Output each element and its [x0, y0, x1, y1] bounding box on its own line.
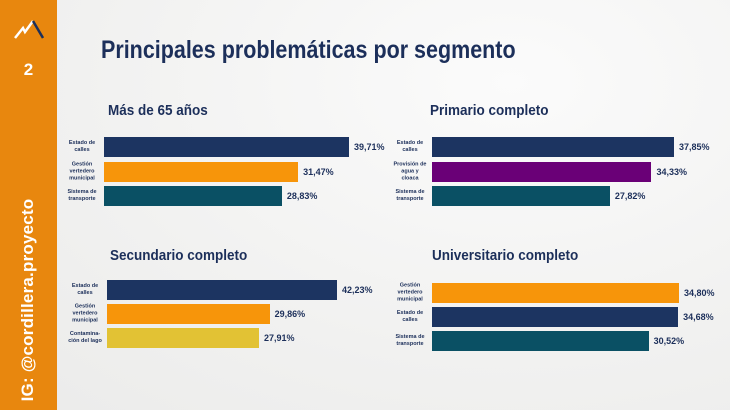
bar	[107, 328, 259, 348]
value-label: 27,91%	[264, 333, 295, 343]
bar	[432, 283, 679, 303]
chart-title: Más de 65 años	[108, 102, 208, 119]
page-title: Principales problemáticas por segmento	[101, 36, 516, 64]
bar	[432, 186, 610, 206]
value-label: 34,33%	[656, 166, 688, 177]
page-number: 2	[23, 60, 34, 79]
value-label: 37,85%	[679, 142, 710, 152]
category-label: Estado de calles	[396, 310, 424, 323]
bar	[104, 186, 282, 206]
value-label: 29,86%	[274, 309, 306, 319]
category-label: Gestión vertedero municipal	[69, 161, 95, 181]
mountain-logo-icon	[14, 20, 45, 39]
category-label: Gestión vertedero municipal	[72, 303, 98, 324]
category-label: Estado de calles	[68, 140, 96, 153]
category-label: Estado de calles	[396, 140, 424, 153]
category-label: Estado de calles	[71, 283, 99, 296]
category-label: Sistema de transporte	[67, 189, 97, 202]
bar	[432, 137, 674, 157]
category-label: Sistema de transporte	[395, 189, 425, 202]
category-label: Contamina-ción del lago	[68, 331, 102, 344]
chart-title: Secundario completo	[110, 247, 248, 264]
category-label: Sistema de transporte	[395, 334, 425, 347]
value-label: 31,47%	[303, 166, 334, 177]
category-label: Provisión de agua y cloaca	[393, 161, 427, 181]
bar	[107, 280, 337, 300]
value-label: 28,83%	[286, 191, 318, 201]
value-label: 30,52%	[653, 336, 685, 346]
bar	[432, 331, 649, 351]
value-label: 39,71%	[354, 142, 385, 152]
bar	[432, 161, 652, 182]
bar	[432, 307, 679, 327]
value-label: 27,82%	[614, 191, 646, 201]
category-label: Gestión vertedero municipal	[397, 282, 423, 303]
instagram-handle: IG: @cordillera.proyecto	[18, 198, 37, 402]
bar	[104, 137, 349, 157]
chart-title: Universitario completo	[432, 247, 579, 264]
sidebar: 2 IG: @cordillera.proyecto	[0, 0, 57, 410]
chart-title: Primario completo	[430, 102, 549, 119]
bar	[107, 304, 270, 324]
value-label: 34,68%	[683, 312, 714, 322]
value-label: 34,80%	[684, 288, 715, 298]
bar	[104, 161, 299, 182]
value-label: 42,23%	[342, 285, 373, 295]
